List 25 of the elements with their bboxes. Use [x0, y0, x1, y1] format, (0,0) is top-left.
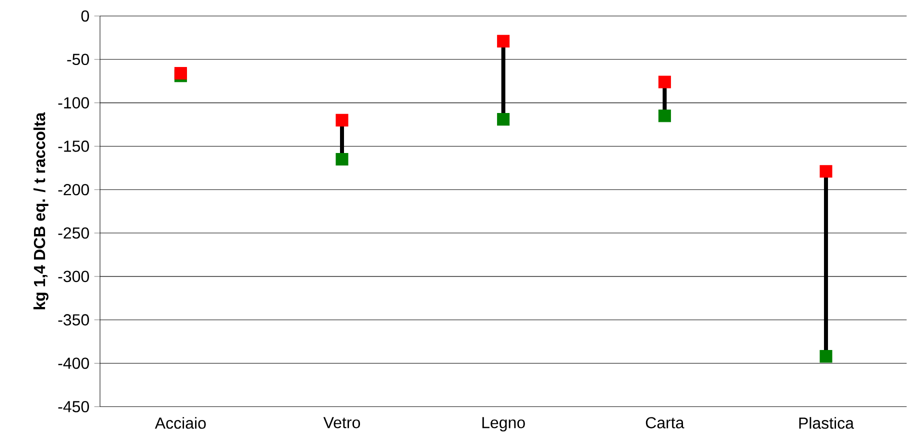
- point: [820, 350, 832, 363]
- point: [497, 35, 510, 48]
- x-tick-label: Plastica: [799, 417, 854, 429]
- y-tick-label: -50: [67, 54, 89, 66]
- y-tick-label: -100: [58, 97, 89, 109]
- point: [820, 165, 832, 178]
- point: [658, 76, 671, 88]
- x-tick-label: Vetro: [323, 417, 360, 428]
- x-tick-label: Legno: [482, 417, 525, 432]
- point: [497, 113, 510, 126]
- y-tick-label: -250: [58, 228, 89, 239]
- y-tick-label: -450: [58, 401, 89, 412]
- point: [336, 153, 348, 166]
- point: [658, 110, 671, 122]
- y-tick-label: -300: [58, 270, 89, 282]
- y-tick-label: -200: [58, 184, 89, 196]
- x-tick-label: Acciaio: [154, 417, 206, 429]
- y-axis-title: kg 1,4 DCB eq. / t raccolta: [33, 112, 48, 310]
- point: [174, 67, 187, 80]
- y-tick-label: -400: [58, 358, 89, 370]
- y-tick-label: -350: [58, 314, 89, 326]
- x-tick-label: Carta: [646, 417, 684, 429]
- point: [336, 114, 348, 127]
- y-tick-label: -150: [58, 140, 89, 152]
- y-tick-label: 0: [81, 10, 89, 22]
